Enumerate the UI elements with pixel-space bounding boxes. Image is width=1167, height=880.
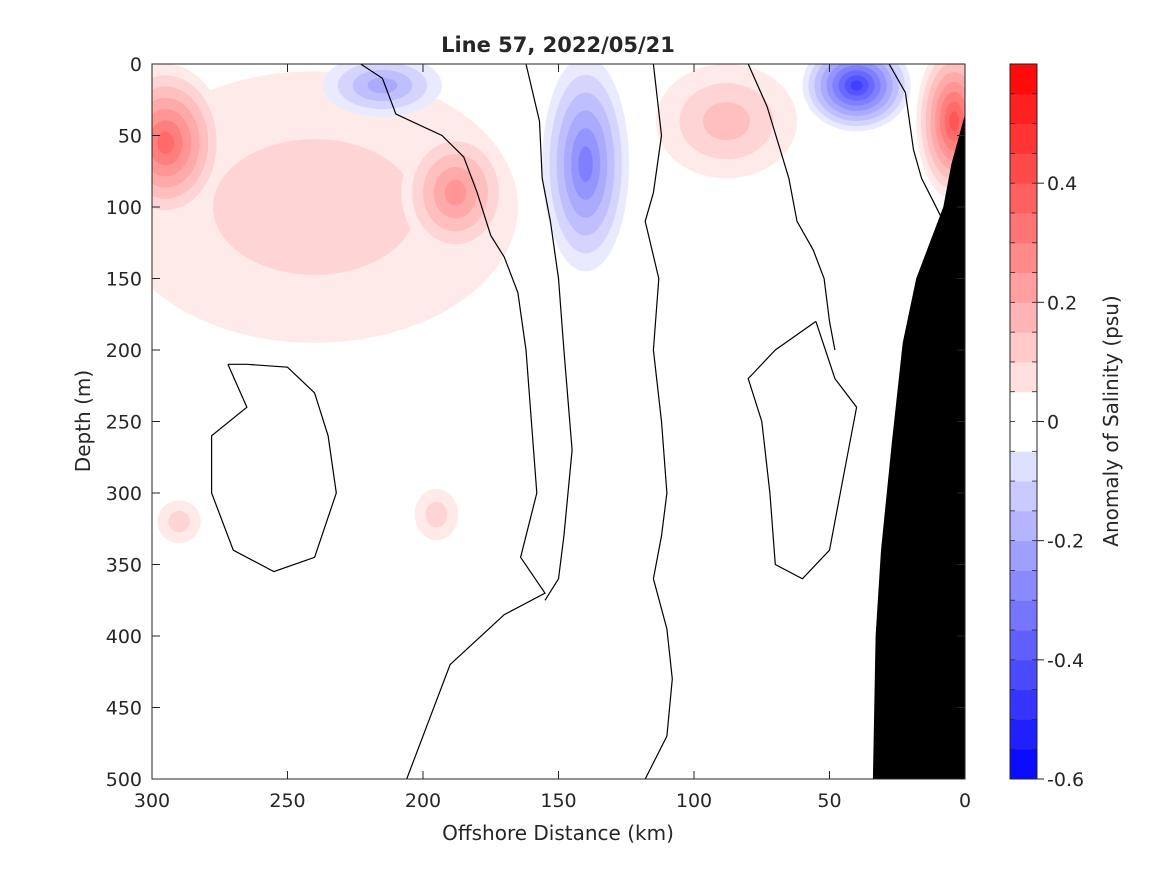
colorbar-label: Anomaly of Salinity (psu) bbox=[1099, 295, 1123, 546]
colorbar-segment bbox=[1010, 213, 1037, 244]
colorbar-segment bbox=[1010, 719, 1037, 750]
colorbar-segment bbox=[1010, 510, 1037, 542]
y-axis-label: Depth (m) bbox=[71, 370, 95, 472]
anomaly-band bbox=[703, 102, 750, 141]
anomaly-feature bbox=[157, 500, 201, 543]
x-tick-label: 250 bbox=[269, 790, 305, 812]
anomaly-feature bbox=[322, 64, 442, 117]
anomaly-band bbox=[949, 111, 959, 131]
y-tick-label: 350 bbox=[106, 555, 142, 577]
x-tick-label: 300 bbox=[134, 790, 170, 812]
colorbar-segment bbox=[1010, 272, 1037, 303]
y-tick-label: 300 bbox=[106, 483, 142, 505]
colorbar-tick-label: 0.2 bbox=[1047, 292, 1077, 314]
colorbar-segment bbox=[1010, 332, 1037, 363]
anomaly-band bbox=[168, 510, 190, 533]
anomaly-band bbox=[578, 146, 593, 183]
colorbar-segment bbox=[1010, 570, 1037, 601]
anomaly-feature bbox=[656, 64, 797, 179]
y-tick-label: 200 bbox=[106, 340, 142, 362]
anomaly-band bbox=[850, 80, 863, 91]
anomaly-band bbox=[213, 139, 417, 275]
colorbar-segment bbox=[1010, 391, 1037, 422]
colorbar-segment bbox=[1010, 93, 1037, 125]
x-tick-label: 0 bbox=[959, 790, 971, 812]
colorbar-segment bbox=[1010, 183, 1037, 214]
anomaly-band bbox=[157, 131, 175, 154]
colorbar-segment bbox=[1010, 600, 1037, 631]
colorbar-tick-label: -0.4 bbox=[1047, 650, 1084, 672]
colorbar-segment bbox=[1010, 540, 1037, 571]
colorbar-segment bbox=[1010, 123, 1037, 154]
colorbar-tick-label: -0.6 bbox=[1047, 769, 1084, 791]
anomaly-band bbox=[425, 501, 448, 528]
colorbar-tick-label: -0.2 bbox=[1047, 531, 1084, 553]
x-tick-label: 150 bbox=[540, 790, 576, 812]
zero-contour-line bbox=[360, 64, 546, 779]
y-tick-label: 0 bbox=[130, 54, 142, 76]
colorbar-segment bbox=[1010, 64, 1037, 95]
colorbar-segment bbox=[1010, 421, 1037, 452]
seafloor-bathymetry bbox=[872, 114, 965, 779]
y-tick-label: 250 bbox=[106, 412, 142, 434]
colorbar: -0.6 -0.4 -0.2 0 0.2 0.4 bbox=[1009, 63, 1084, 791]
zero-contour-line bbox=[525, 64, 573, 601]
y-tick-label: 100 bbox=[106, 197, 142, 219]
y-tick-label: 50 bbox=[118, 126, 142, 148]
colorbar-tick-label: 0.4 bbox=[1047, 173, 1077, 195]
colorbar-segment bbox=[1010, 481, 1037, 512]
y-tick-label: 150 bbox=[106, 269, 142, 291]
anomaly-band bbox=[367, 77, 398, 94]
x-tick-label: 100 bbox=[676, 790, 712, 812]
axes: 300 250 200 150 100 50 00501001502002503003504… bbox=[106, 54, 971, 812]
anomaly-feature bbox=[152, 64, 226, 222]
y-tick-label: 400 bbox=[106, 626, 142, 648]
zero-contour-line bbox=[747, 320, 858, 580]
chart-title: Line 57, 2022/05/21 bbox=[441, 33, 675, 57]
y-tick-label: 500 bbox=[106, 769, 142, 791]
zero-contour-line bbox=[211, 363, 337, 573]
colorbar-segment bbox=[1010, 361, 1037, 393]
x-tick-label: 200 bbox=[405, 790, 441, 812]
zero-contour-line bbox=[747, 64, 836, 351]
anomaly-feature bbox=[401, 128, 510, 257]
anomaly-feature bbox=[802, 64, 911, 132]
zero-contour-line bbox=[644, 64, 673, 779]
anomaly-band bbox=[444, 179, 467, 206]
colorbar-segment bbox=[1010, 451, 1037, 482]
x-axis-label: Offshore Distance (km) bbox=[442, 821, 674, 845]
colorbar-segment bbox=[1010, 659, 1037, 691]
colorbar-tick-label: 0 bbox=[1047, 412, 1059, 434]
colorbar-segment bbox=[1010, 689, 1037, 720]
colorbar-segment bbox=[1010, 630, 1037, 661]
anomaly-feature bbox=[542, 64, 629, 272]
x-tick-label: 50 bbox=[817, 790, 841, 812]
y-tick-label: 450 bbox=[106, 698, 142, 720]
colorbar-segment bbox=[1010, 242, 1037, 273]
colorbar-segment bbox=[1010, 302, 1037, 333]
colorbar-segment bbox=[1010, 749, 1037, 780]
anomaly-feature bbox=[414, 488, 459, 541]
colorbar-segment bbox=[1010, 153, 1037, 184]
plot-area bbox=[152, 64, 965, 779]
